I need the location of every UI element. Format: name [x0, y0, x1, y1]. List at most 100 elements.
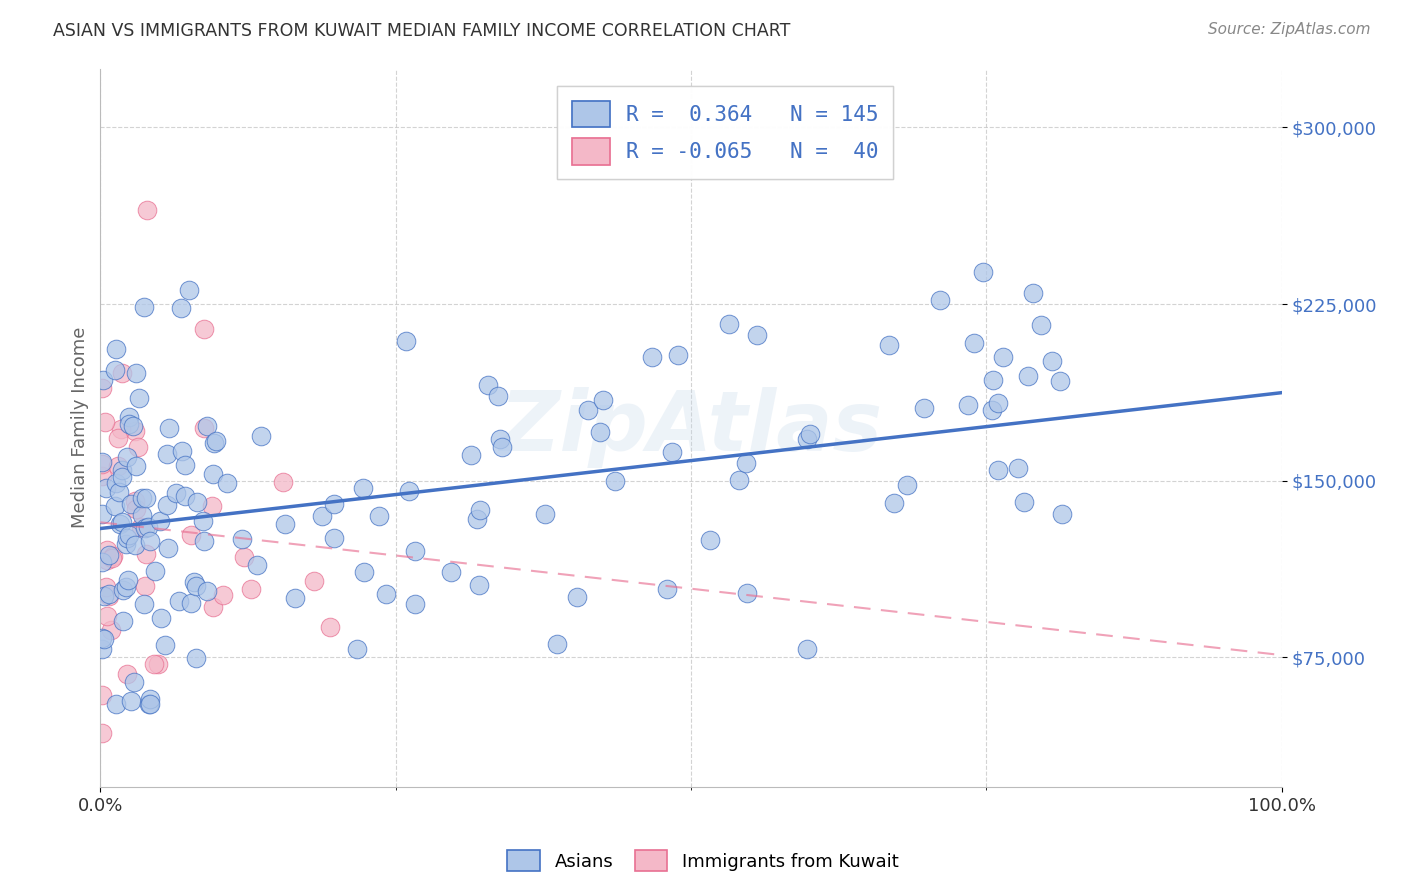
Point	[283, 591, 305, 605]
Point	[98, 589, 121, 603]
Point	[957, 398, 980, 412]
Point	[136, 202, 159, 217]
Point	[883, 496, 905, 510]
Point	[124, 493, 146, 508]
Point	[323, 497, 346, 511]
Point	[318, 620, 340, 634]
Point	[1040, 354, 1063, 368]
Point	[972, 264, 994, 278]
Point	[565, 590, 588, 604]
Point	[991, 350, 1014, 364]
Point	[534, 507, 557, 521]
Text: ZipAtlas: ZipAtlas	[499, 387, 883, 468]
Point	[174, 458, 197, 473]
Point	[94, 481, 117, 495]
Point	[231, 533, 253, 547]
Point	[246, 558, 269, 572]
Point	[460, 448, 482, 462]
Legend: R =  0.364   N = 145, R = -0.065   N =  40: R = 0.364 N = 145, R = -0.065 N = 40	[557, 87, 893, 179]
Point	[353, 565, 375, 579]
Point	[120, 694, 142, 708]
Point	[93, 590, 115, 604]
Point	[486, 389, 509, 403]
Point	[233, 549, 256, 564]
Point	[440, 565, 463, 579]
Point	[157, 421, 180, 435]
Point	[156, 541, 179, 556]
Point	[737, 585, 759, 599]
Point	[546, 637, 568, 651]
Point	[134, 521, 156, 535]
Point	[135, 547, 157, 561]
Point	[90, 469, 112, 483]
Point	[641, 351, 664, 365]
Point	[125, 459, 148, 474]
Point	[311, 508, 333, 523]
Point	[107, 431, 129, 445]
Point	[1022, 286, 1045, 301]
Point	[146, 657, 169, 672]
Point	[491, 440, 513, 454]
Point	[118, 417, 141, 431]
Point	[100, 551, 122, 566]
Point	[108, 516, 131, 531]
Point	[1012, 495, 1035, 509]
Point	[201, 599, 224, 614]
Point	[592, 393, 614, 408]
Point	[110, 422, 132, 436]
Point	[111, 366, 134, 380]
Point	[139, 698, 162, 712]
Point	[374, 587, 396, 601]
Point	[105, 698, 128, 712]
Point	[655, 582, 678, 596]
Point	[107, 459, 129, 474]
Point	[105, 342, 128, 356]
Point	[153, 638, 176, 652]
Point	[170, 444, 193, 458]
Point	[111, 515, 134, 529]
Point	[96, 580, 118, 594]
Point	[404, 597, 426, 611]
Text: ASIAN VS IMMIGRANTS FROM KUWAIT MEDIAN FAMILY INCOME CORRELATION CHART: ASIAN VS IMMIGRANTS FROM KUWAIT MEDIAN F…	[53, 22, 790, 40]
Point	[131, 491, 153, 505]
Point	[193, 322, 215, 336]
Point	[90, 455, 112, 469]
Point	[101, 549, 124, 564]
Point	[155, 447, 177, 461]
Point	[896, 477, 918, 491]
Point	[156, 498, 179, 512]
Point	[717, 318, 740, 332]
Point	[128, 392, 150, 406]
Point	[122, 675, 145, 690]
Point	[104, 500, 127, 514]
Point	[111, 470, 134, 484]
Point	[96, 609, 118, 624]
Point	[143, 565, 166, 579]
Point	[124, 538, 146, 552]
Point	[799, 427, 821, 442]
Point	[115, 537, 138, 551]
Point	[118, 528, 141, 542]
Point	[90, 725, 112, 739]
Point	[124, 367, 146, 381]
Point	[105, 475, 128, 490]
Point	[205, 434, 228, 448]
Point	[135, 491, 157, 506]
Point	[120, 497, 142, 511]
Point	[987, 463, 1010, 477]
Point	[131, 520, 153, 534]
Point	[1049, 374, 1071, 388]
Point	[134, 300, 156, 314]
Point	[212, 588, 235, 602]
Point	[879, 337, 901, 351]
Point	[124, 424, 146, 438]
Point	[912, 401, 935, 415]
Point	[197, 419, 219, 434]
Point	[1007, 461, 1029, 475]
Point	[118, 410, 141, 425]
Point	[796, 432, 818, 446]
Point	[250, 428, 273, 442]
Point	[928, 293, 950, 307]
Point	[90, 689, 112, 703]
Point	[184, 650, 207, 665]
